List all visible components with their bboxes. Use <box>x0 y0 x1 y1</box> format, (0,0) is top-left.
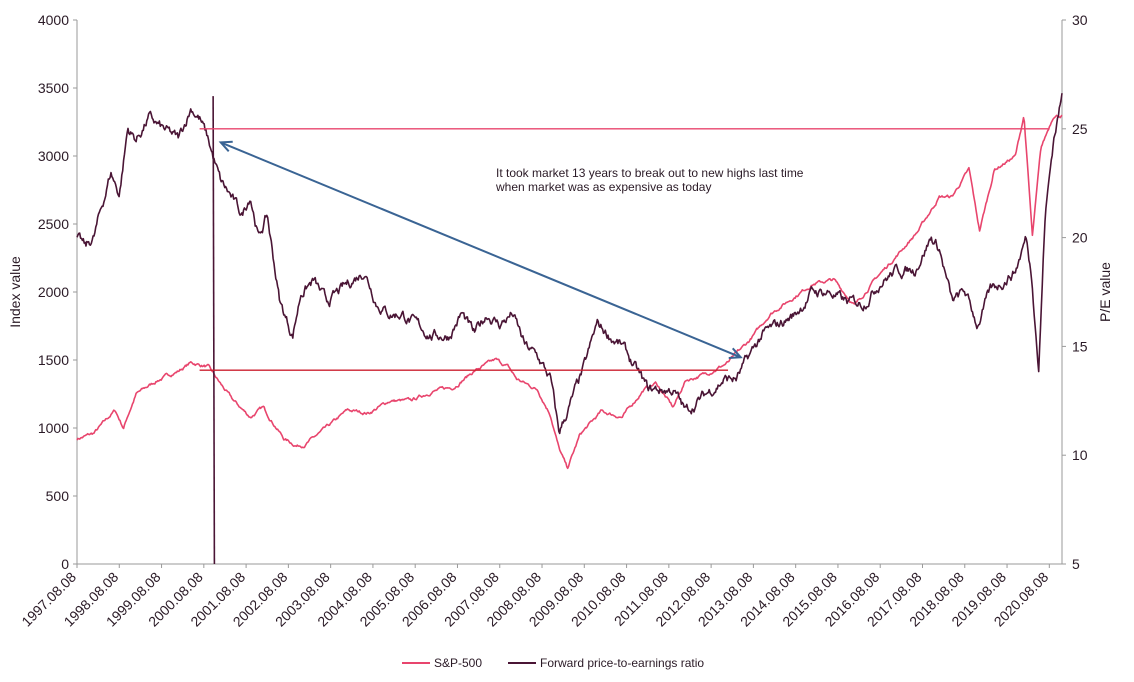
annotation-arrow <box>218 140 743 359</box>
y2-tick-label: 10 <box>1072 447 1088 463</box>
legend: S&P-500 Forward price-to-earnings ratio <box>402 656 704 670</box>
y-tick-label: 0 <box>61 556 69 572</box>
y2-tick-label: 15 <box>1072 338 1088 354</box>
series-line-sp500 <box>76 114 1063 470</box>
y-tick-label: 500 <box>46 488 70 504</box>
legend-label-pe: Forward price-to-earnings ratio <box>540 656 704 670</box>
y-tick-label: 2000 <box>38 284 69 300</box>
y2-tick-label: 30 <box>1072 12 1088 28</box>
arrow-shaft <box>220 141 742 359</box>
y-tick-label: 2500 <box>38 216 69 232</box>
y2-tick-label: 5 <box>1072 556 1080 572</box>
y-axis-right-title: P/E value <box>1097 262 1113 322</box>
reference-lines <box>199 128 1050 371</box>
series-group <box>76 93 1063 565</box>
arrow-head-end <box>728 347 743 359</box>
y-axis-left-ticks: 0 500 1000 1500 2000 2500 3000 3500 4000 <box>38 12 77 572</box>
legend-label-sp500: S&P-500 <box>434 656 482 670</box>
annotation-line-2: when market was as expensive as today <box>495 180 711 194</box>
y-tick-label: 1000 <box>38 420 69 436</box>
y-tick-label: 3500 <box>38 80 69 96</box>
axes <box>76 20 1063 565</box>
y2-tick-label: 25 <box>1072 121 1088 137</box>
pe-drop-line <box>212 96 216 565</box>
x-axis-ticks: 1997.08.081998.08.081999.08.082000.08.08… <box>18 564 1052 630</box>
y-axis-right-ticks: 5 10 15 20 25 30 <box>1062 12 1088 572</box>
y-tick-label: 3000 <box>38 148 69 164</box>
y-tick-label: 1500 <box>38 352 69 368</box>
arrow-head-start <box>218 140 233 153</box>
y-tick-label: 4000 <box>38 12 69 28</box>
annotation-line-1: It took market 13 years to break out to … <box>496 166 804 180</box>
y2-tick-label: 20 <box>1072 230 1088 246</box>
series-line-pe <box>76 93 1063 435</box>
y-axis-left-title: Index value <box>7 256 23 328</box>
